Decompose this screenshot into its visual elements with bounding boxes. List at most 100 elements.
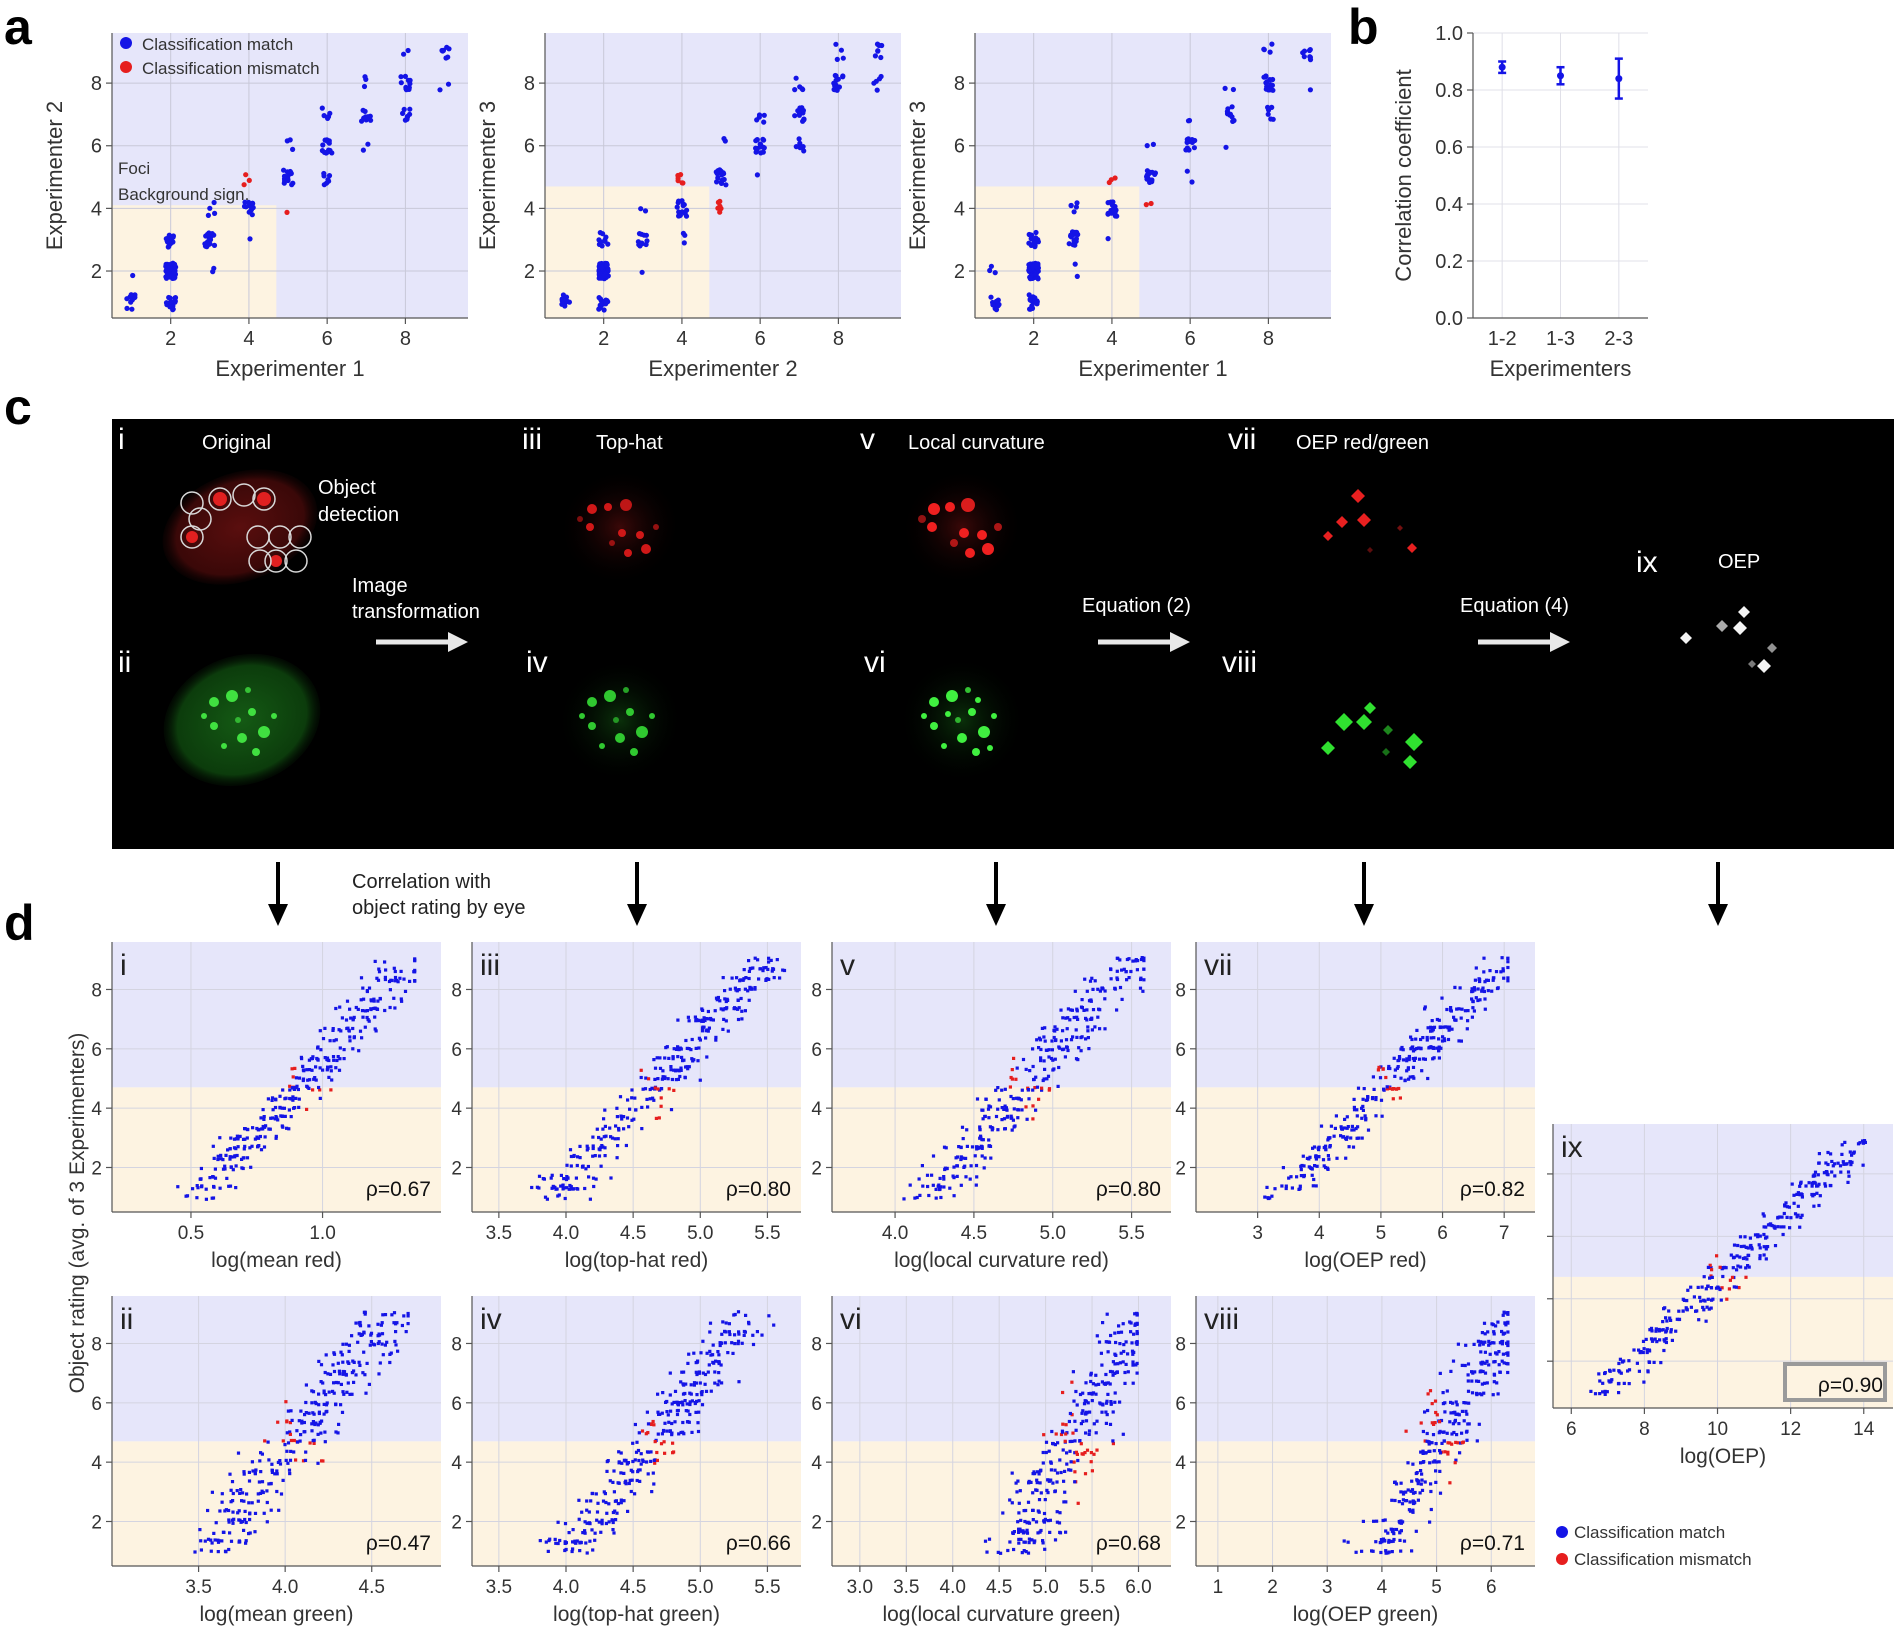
mismatch-point [305,1107,309,1111]
match-point [603,1154,607,1158]
match-point [1464,1343,1468,1347]
region-high [472,1296,801,1442]
region-label-foci: Foci [118,159,150,178]
match-point [1420,1069,1424,1073]
match-point [1299,1168,1303,1172]
match-point [1093,979,1097,983]
match-point [747,1320,751,1324]
match-point [250,1144,254,1148]
match-point [724,1321,728,1325]
match-point [1340,1127,1344,1131]
match-point [627,1481,631,1486]
match-point [733,1312,737,1317]
match-point [625,1462,629,1466]
match-point [1036,1509,1040,1513]
match-point [678,1401,682,1405]
match-point [676,1068,680,1072]
mismatch-point [1398,1096,1402,1100]
match-point [799,105,805,111]
mismatch-point [1063,1439,1067,1443]
match-point [1114,1340,1118,1345]
match-point [943,1167,947,1172]
match-point [1421,1036,1425,1040]
focus-spot [965,687,971,693]
match-point [1302,1175,1306,1179]
match-point [1390,1550,1394,1554]
tick-label-x: 2 [1267,1577,1278,1598]
match-point [574,1541,578,1545]
match-point [1824,1161,1828,1165]
match-point [681,1403,685,1407]
match-point [612,1531,616,1535]
match-point [737,1380,741,1384]
match-point [996,1550,1000,1554]
match-point [363,1009,367,1013]
match-point [1685,1308,1689,1312]
match-point [444,44,450,50]
match-point [664,1046,668,1050]
match-point [697,1036,701,1040]
match-point [1702,1308,1706,1312]
match-point [686,1067,690,1071]
match-point [643,1087,648,1091]
match-point [1135,1361,1139,1365]
mismatch-point [672,1450,676,1454]
match-point [671,1057,675,1061]
match-point [1079,1049,1083,1053]
match-point [321,113,327,119]
match-point [1031,1088,1035,1092]
match-point [271,1108,275,1112]
match-point [1098,1027,1102,1031]
match-point [992,270,998,276]
match-point [1425,1431,1429,1436]
match-point [603,234,609,240]
match-point [404,113,410,120]
match-point [1662,1348,1666,1353]
match-point [324,1393,328,1397]
match-point [1105,1399,1109,1403]
match-point [229,1136,233,1140]
match-point [1441,1391,1445,1395]
match-point [986,1107,991,1111]
match-point [1042,1059,1046,1063]
region-high [832,1296,1171,1442]
match-point [1440,1441,1444,1445]
match-point [720,1332,724,1336]
match-point [761,969,765,973]
match-point [244,1539,248,1543]
match-point [348,1392,352,1396]
match-point [336,1431,340,1435]
match-point [767,977,771,981]
tick-label-x: 2 [1028,328,1039,350]
match-point [295,1429,299,1433]
match-point [275,1489,279,1494]
match-point [1495,986,1500,991]
label-iii: iii [522,423,542,456]
match-point [345,999,350,1003]
focus-spot [604,690,616,702]
tick-label-x: 3 [1252,1223,1263,1244]
match-point [801,117,807,123]
match-point [259,1148,264,1152]
match-point [999,1551,1003,1555]
match-point [130,272,136,279]
match-point [1086,1025,1090,1029]
match-point [1669,1328,1673,1332]
match-point [660,1432,664,1436]
match-point [1333,1126,1337,1130]
match-point [669,1068,673,1072]
match-point [721,1027,725,1031]
match-point [1421,1450,1425,1454]
focus-spot [977,530,987,540]
match-point [300,1419,304,1423]
match-point [1017,1511,1021,1515]
match-point [665,1429,669,1433]
match-point [567,1187,571,1191]
match-point [726,1351,730,1355]
match-point [1053,1468,1057,1472]
match-point [669,1108,674,1112]
focus-spot [235,717,241,723]
match-point [1084,1381,1088,1385]
match-point [695,1372,699,1377]
match-point [1009,1094,1013,1099]
